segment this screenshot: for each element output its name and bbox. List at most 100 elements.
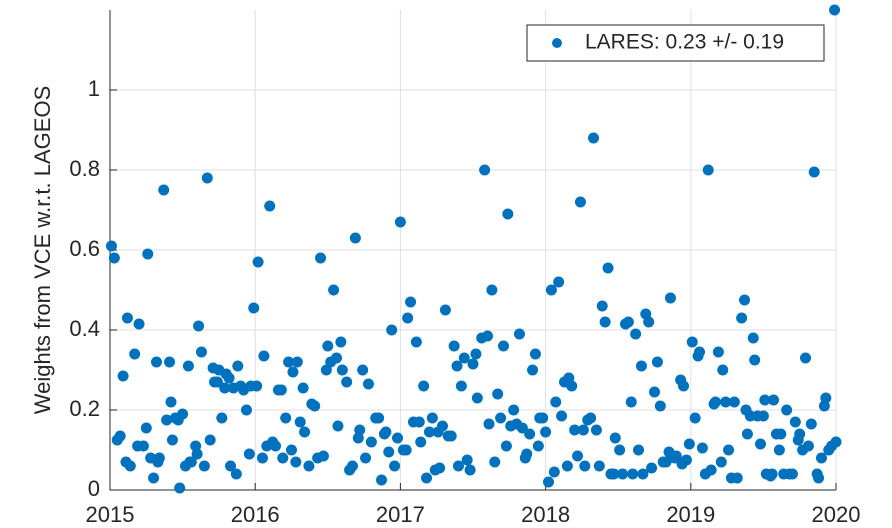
data-point xyxy=(800,352,812,364)
data-point xyxy=(802,440,814,452)
data-point xyxy=(686,336,698,348)
data-point xyxy=(400,444,412,456)
data-point xyxy=(291,356,303,368)
data-point xyxy=(646,462,658,474)
data-point xyxy=(654,400,666,412)
data-point xyxy=(524,428,536,440)
data-point xyxy=(614,444,626,456)
data-point xyxy=(467,358,479,370)
data-point xyxy=(590,424,602,436)
data-point xyxy=(516,422,528,434)
data-point xyxy=(715,456,727,468)
plot-area xyxy=(105,4,842,494)
data-point xyxy=(689,412,701,424)
data-point xyxy=(492,388,504,400)
data-point xyxy=(588,132,600,144)
data-point xyxy=(277,452,289,464)
data-point xyxy=(185,456,197,468)
y-axis-label: Weights from VCE w.r.t. LAGEOS xyxy=(30,86,55,414)
data-point xyxy=(731,472,743,484)
data-point xyxy=(117,370,129,382)
data-point xyxy=(264,200,276,212)
data-point xyxy=(574,196,586,208)
data-point xyxy=(470,348,482,360)
data-point xyxy=(630,328,642,340)
data-point xyxy=(553,276,565,288)
x-tick-label: 2018 xyxy=(521,502,570,527)
data-point xyxy=(418,380,430,392)
data-point xyxy=(216,412,228,424)
data-point xyxy=(415,436,427,448)
data-point xyxy=(177,408,189,420)
data-point xyxy=(317,450,329,462)
data-point xyxy=(805,418,817,430)
data-point xyxy=(773,444,785,456)
data-point xyxy=(529,348,541,360)
data-point xyxy=(781,404,793,416)
data-point xyxy=(114,430,126,442)
data-point xyxy=(360,452,372,464)
data-point xyxy=(561,460,573,472)
data-point xyxy=(720,396,732,408)
data-point xyxy=(637,468,649,480)
data-point xyxy=(150,356,162,368)
data-point xyxy=(331,352,343,364)
data-point xyxy=(664,292,676,304)
data-point xyxy=(376,474,388,486)
data-point xyxy=(651,356,663,368)
data-point xyxy=(452,460,464,472)
data-point xyxy=(198,460,210,472)
data-point xyxy=(479,164,491,176)
data-point xyxy=(815,452,827,464)
data-point xyxy=(303,460,315,472)
data-point xyxy=(643,316,655,328)
data-point xyxy=(577,424,589,436)
data-point xyxy=(258,350,270,362)
data-point xyxy=(579,460,591,472)
data-point xyxy=(410,336,422,348)
data-point xyxy=(287,366,299,378)
data-point xyxy=(794,428,806,440)
data-point xyxy=(820,392,832,404)
data-point xyxy=(633,444,645,456)
axis-line xyxy=(109,10,836,491)
data-point xyxy=(813,472,825,484)
data-point xyxy=(315,252,327,264)
data-point xyxy=(829,4,841,16)
x-tick-label: 2019 xyxy=(666,502,715,527)
data-point xyxy=(712,346,724,358)
data-point xyxy=(153,452,165,464)
data-point xyxy=(625,396,637,408)
data-point xyxy=(413,416,425,428)
data-point xyxy=(566,380,578,392)
data-point xyxy=(383,446,395,458)
data-point xyxy=(464,464,476,476)
data-point xyxy=(545,284,557,296)
data-point xyxy=(380,426,392,438)
data-point xyxy=(702,164,714,176)
data-point xyxy=(280,412,292,424)
data-point xyxy=(299,426,311,438)
data-point xyxy=(451,360,463,372)
x-tick-label: 2017 xyxy=(376,502,425,527)
data-point xyxy=(389,460,401,472)
data-point xyxy=(434,462,446,474)
data-point xyxy=(322,340,334,352)
legend-box xyxy=(526,24,825,62)
data-point xyxy=(585,412,597,424)
data-point xyxy=(759,394,771,406)
data-point xyxy=(201,172,213,184)
data-point xyxy=(741,428,753,440)
data-point xyxy=(483,418,495,430)
data-point xyxy=(548,466,560,478)
data-point xyxy=(709,396,721,408)
data-point xyxy=(717,364,729,376)
data-point xyxy=(789,416,801,428)
data-point xyxy=(660,456,672,468)
data-point xyxy=(627,468,639,480)
data-point xyxy=(336,364,348,376)
data-point xyxy=(678,380,690,392)
data-point xyxy=(495,412,507,424)
data-point xyxy=(362,378,374,390)
